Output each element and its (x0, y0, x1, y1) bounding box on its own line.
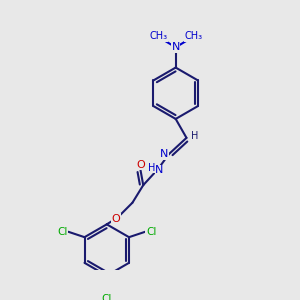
Text: H: H (148, 163, 155, 172)
Text: CH₃: CH₃ (149, 32, 167, 41)
Text: N: N (155, 165, 164, 175)
Text: Cl: Cl (102, 294, 112, 300)
Text: H: H (191, 131, 199, 142)
Text: Cl: Cl (146, 227, 156, 237)
Text: N: N (160, 149, 168, 159)
Text: N: N (172, 42, 180, 52)
Text: O: O (112, 214, 121, 224)
Text: Cl: Cl (57, 227, 68, 237)
Text: CH₃: CH₃ (184, 32, 202, 41)
Text: O: O (136, 160, 145, 170)
